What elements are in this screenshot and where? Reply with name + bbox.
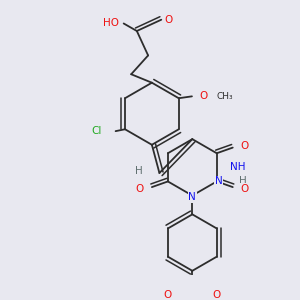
Text: O: O [241,141,249,151]
Text: H: H [239,176,247,187]
Text: Cl: Cl [92,126,102,136]
Text: O: O [241,184,249,194]
Text: O: O [165,15,173,25]
Text: HO: HO [103,19,118,28]
Text: NH: NH [230,162,245,172]
Text: N: N [215,176,223,187]
Text: O: O [213,290,221,300]
Text: O: O [136,184,144,194]
Text: O: O [164,290,172,300]
Text: N: N [188,192,196,203]
Text: H: H [135,166,142,176]
Text: CH₃: CH₃ [216,92,233,101]
Text: O: O [199,91,207,101]
